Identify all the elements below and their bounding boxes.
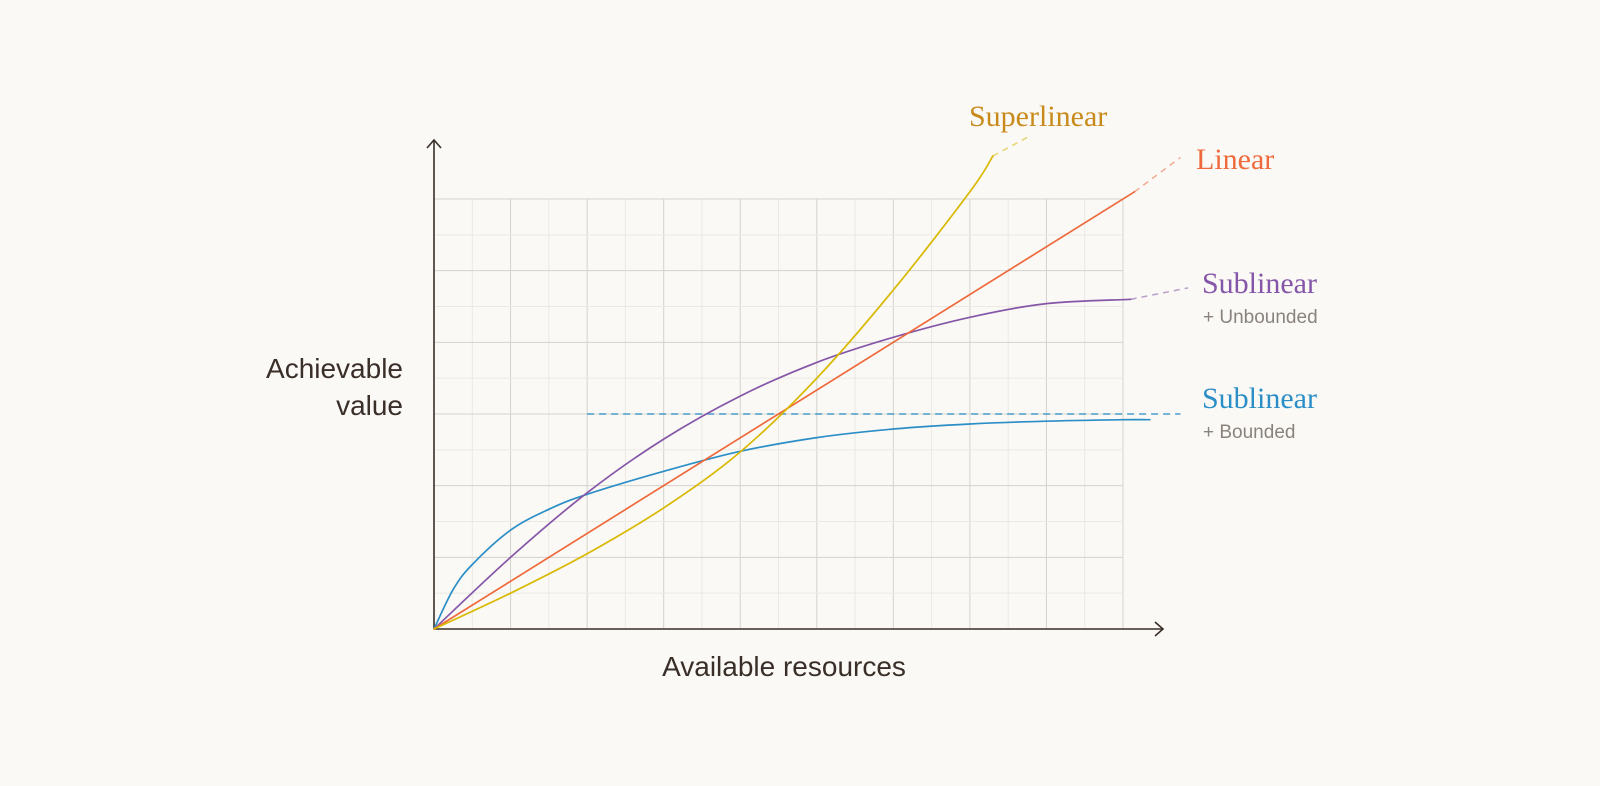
series-sublabel-unbounded: + Unbounded: [1203, 307, 1318, 328]
labels-layer: Available resources Achievable value Sup…: [266, 100, 1318, 682]
series-extension-linear: [1134, 156, 1181, 193]
y-axis-label-line-2: value: [336, 390, 403, 421]
series-label-sublinear-bounded: Sublinear: [1202, 382, 1317, 415]
series-layer: [433, 136, 1189, 630]
series-line-sublinear-unbounded: [433, 298, 1132, 630]
series-line-superlinear: [433, 155, 994, 630]
series-label-linear: Linear: [1196, 143, 1274, 176]
axes: [426, 138, 1165, 637]
x-axis-label: Available resources: [662, 651, 906, 682]
series-label-superlinear: Superlinear: [969, 100, 1107, 133]
series-extension-superlinear: [992, 136, 1028, 157]
series-label-sublinear-unbounded: Sublinear: [1202, 267, 1317, 300]
series-extension-sublinear-unbounded: [1130, 287, 1189, 301]
x-axis-arrow-icon: [1154, 621, 1165, 637]
y-axis-label-line-1: Achievable: [266, 353, 403, 384]
series-sublabel-bounded: + Bounded: [1203, 422, 1295, 443]
y-axis-arrow-icon: [426, 138, 442, 149]
series-line-sublinear-bounded: [433, 418, 1151, 630]
